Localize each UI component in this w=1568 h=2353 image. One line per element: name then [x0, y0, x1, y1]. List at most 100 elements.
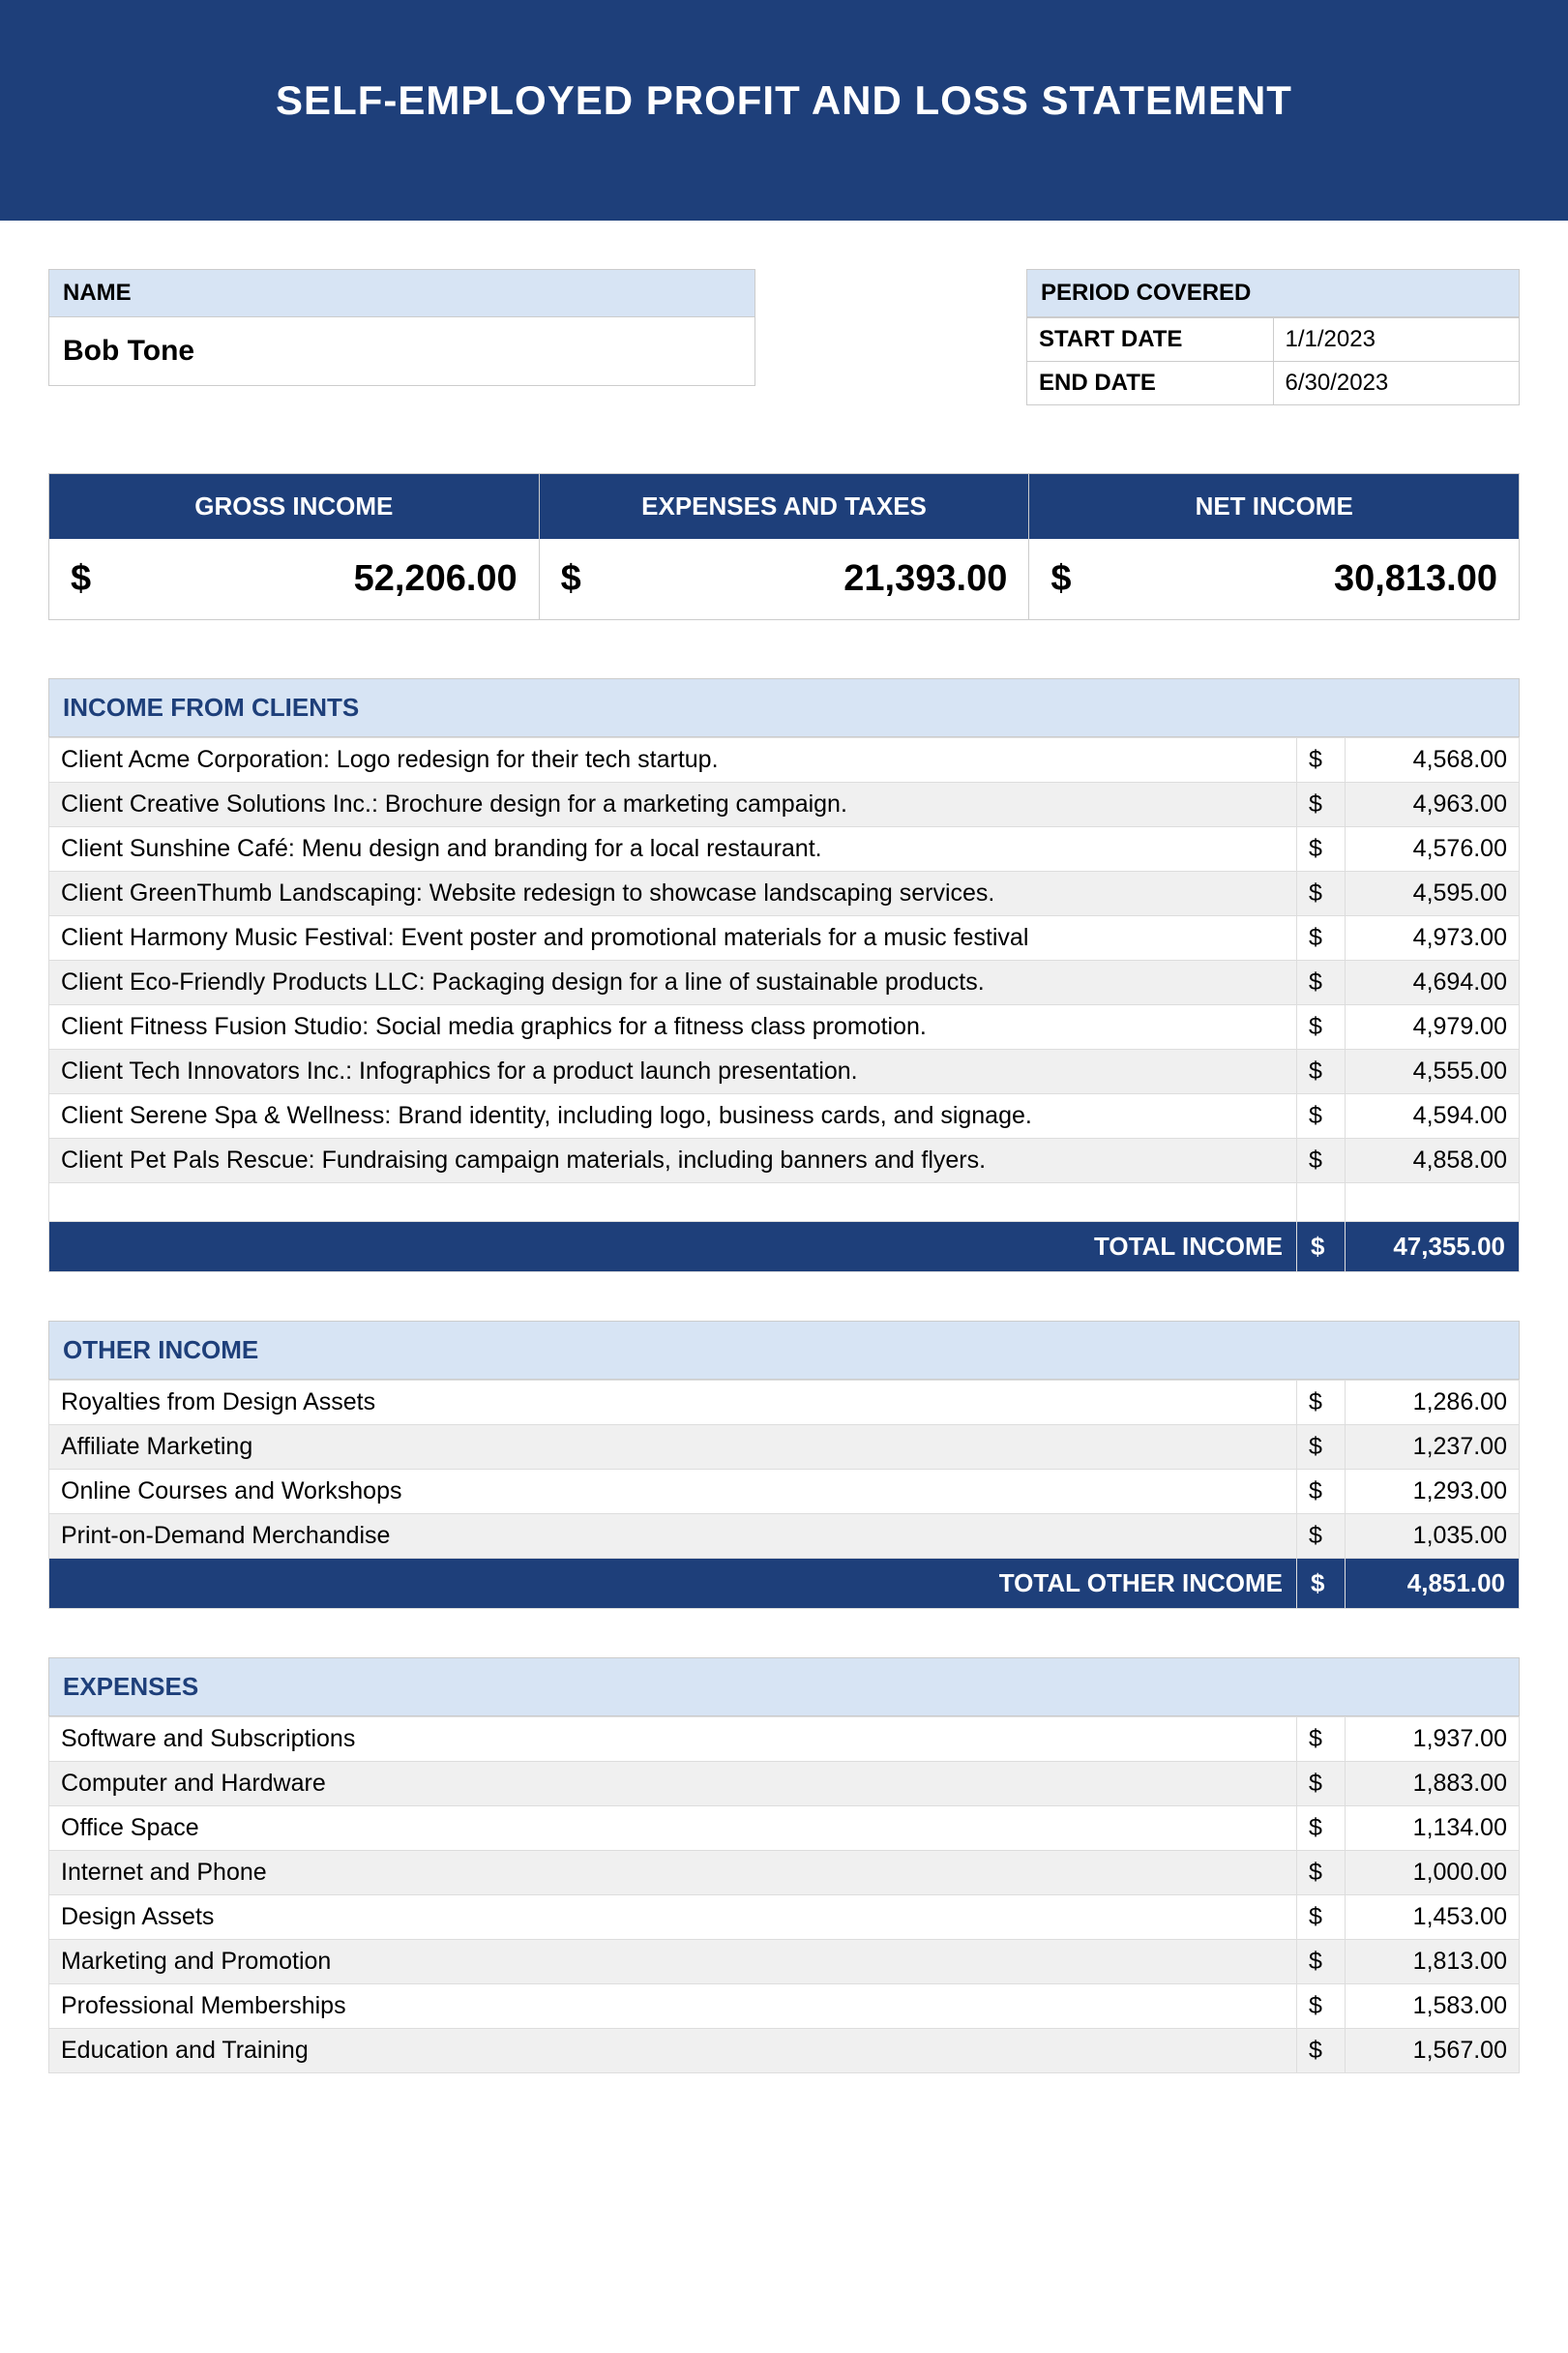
table-row: Client Fitness Fusion Studio: Social med… [49, 1005, 1520, 1050]
row-description: Client Harmony Music Festival: Event pos… [49, 916, 1297, 961]
table-row: Client Sunshine Café: Menu design and br… [49, 827, 1520, 872]
currency-symbol: $ [1297, 1050, 1346, 1094]
gross-income-label: GROSS INCOME [49, 474, 539, 539]
currency-symbol: $ [1297, 1094, 1346, 1139]
row-description: Professional Memberships [49, 1984, 1297, 2029]
row-description: Print-on-Demand Merchandise [49, 1514, 1297, 1559]
row-amount: 4,576.00 [1346, 827, 1520, 872]
currency-symbol: $ [1297, 1559, 1346, 1609]
currency-symbol: $ [1297, 2029, 1346, 2073]
currency-symbol: $ [1297, 1514, 1346, 1559]
currency-symbol: $ [1050, 558, 1071, 600]
expenses-header: EXPENSES [48, 1657, 1520, 1716]
row-amount: 1,453.00 [1346, 1895, 1520, 1940]
row-description: Client Pet Pals Rescue: Fundraising camp… [49, 1139, 1297, 1183]
row-amount: 1,035.00 [1346, 1514, 1520, 1559]
row-amount: 4,858.00 [1346, 1139, 1520, 1183]
gross-income-value: 52,206.00 [354, 558, 518, 600]
start-date-label: START DATE [1027, 318, 1274, 362]
table-row: Client Acme Corporation: Logo redesign f… [49, 738, 1520, 783]
row-description: Royalties from Design Assets [49, 1381, 1297, 1425]
table-row: Marketing and Promotion$1,813.00 [49, 1940, 1520, 1984]
period-header: PERIOD COVERED [1026, 269, 1520, 317]
period-box: PERIOD COVERED START DATE 1/1/2023 END D… [1026, 269, 1520, 405]
table-row: Professional Memberships$1,583.00 [49, 1984, 1520, 2029]
row-amount: 4,979.00 [1346, 1005, 1520, 1050]
currency-symbol: $ [1297, 1984, 1346, 2029]
currency-symbol: $ [1297, 783, 1346, 827]
table-row: Online Courses and Workshops$1,293.00 [49, 1470, 1520, 1514]
income-clients-section: INCOME FROM CLIENTS Client Acme Corporat… [48, 678, 1520, 1272]
row-amount: 1,813.00 [1346, 1940, 1520, 1984]
table-row: Client Harmony Music Festival: Event pos… [49, 916, 1520, 961]
row-description: Client Sunshine Café: Menu design and br… [49, 827, 1297, 872]
total-value: 47,355.00 [1346, 1222, 1520, 1272]
name-box: NAME Bob Tone [48, 269, 755, 405]
row-description: Design Assets [49, 1895, 1297, 1940]
total-row: TOTAL OTHER INCOME$4,851.00 [49, 1559, 1520, 1609]
currency-symbol: $ [1297, 1717, 1346, 1762]
row-amount: 1,237.00 [1346, 1425, 1520, 1470]
row-amount: 1,134.00 [1346, 1806, 1520, 1851]
table-row: Client Tech Innovators Inc.: Infographic… [49, 1050, 1520, 1094]
table-row: Design Assets$1,453.00 [49, 1895, 1520, 1940]
net-income-label: NET INCOME [1029, 474, 1519, 539]
total-value: 4,851.00 [1346, 1559, 1520, 1609]
name-header: NAME [48, 269, 755, 317]
currency-symbol: $ [71, 558, 91, 600]
row-description: Client Tech Innovators Inc.: Infographic… [49, 1050, 1297, 1094]
currency-symbol: $ [1297, 1381, 1346, 1425]
table-row: Client Serene Spa & Wellness: Brand iden… [49, 1094, 1520, 1139]
row-description: Computer and Hardware [49, 1762, 1297, 1806]
table-row: Client Creative Solutions Inc.: Brochure… [49, 783, 1520, 827]
row-description: Client Serene Spa & Wellness: Brand iden… [49, 1094, 1297, 1139]
expenses-taxes-label: EXPENSES AND TAXES [540, 474, 1029, 539]
row-amount: 4,694.00 [1346, 961, 1520, 1005]
total-label: TOTAL INCOME [49, 1222, 1297, 1272]
currency-symbol: $ [1297, 1222, 1346, 1272]
row-amount: 4,595.00 [1346, 872, 1520, 916]
currency-symbol: $ [561, 558, 581, 600]
row-amount: 4,555.00 [1346, 1050, 1520, 1094]
row-amount: 4,963.00 [1346, 783, 1520, 827]
row-amount: 4,973.00 [1346, 916, 1520, 961]
row-amount: 4,568.00 [1346, 738, 1520, 783]
currency-symbol: $ [1297, 1762, 1346, 1806]
currency-symbol: $ [1297, 1005, 1346, 1050]
row-description: Client Creative Solutions Inc.: Brochure… [49, 783, 1297, 827]
row-amount: 1,937.00 [1346, 1717, 1520, 1762]
table-row: Royalties from Design Assets$1,286.00 [49, 1381, 1520, 1425]
table-row: Computer and Hardware$1,883.00 [49, 1762, 1520, 1806]
currency-symbol: $ [1297, 1806, 1346, 1851]
total-label: TOTAL OTHER INCOME [49, 1559, 1297, 1609]
table-row: Software and Subscriptions$1,937.00 [49, 1717, 1520, 1762]
row-description: Online Courses and Workshops [49, 1470, 1297, 1514]
table-row: Print-on-Demand Merchandise$1,035.00 [49, 1514, 1520, 1559]
currency-symbol: $ [1297, 738, 1346, 783]
row-description: Education and Training [49, 2029, 1297, 2073]
row-description: Client Acme Corporation: Logo redesign f… [49, 738, 1297, 783]
row-amount: 1,286.00 [1346, 1381, 1520, 1425]
row-amount: 1,567.00 [1346, 2029, 1520, 2073]
row-description: Client Fitness Fusion Studio: Social med… [49, 1005, 1297, 1050]
expenses-taxes-value: 21,393.00 [843, 558, 1007, 600]
row-amount: 1,883.00 [1346, 1762, 1520, 1806]
currency-symbol: $ [1297, 916, 1346, 961]
row-amount: 1,583.00 [1346, 1984, 1520, 2029]
currency-symbol: $ [1297, 1895, 1346, 1940]
net-income-value: 30,813.00 [1334, 558, 1497, 600]
currency-symbol: $ [1297, 1139, 1346, 1183]
table-row: Education and Training$1,567.00 [49, 2029, 1520, 2073]
table-row: Client Pet Pals Rescue: Fundraising camp… [49, 1139, 1520, 1183]
other-income-section: OTHER INCOME Royalties from Design Asset… [48, 1321, 1520, 1609]
currency-symbol: $ [1297, 1940, 1346, 1984]
income-clients-header: INCOME FROM CLIENTS [48, 678, 1520, 737]
currency-symbol: $ [1297, 872, 1346, 916]
other-income-header: OTHER INCOME [48, 1321, 1520, 1380]
currency-symbol: $ [1297, 1851, 1346, 1895]
row-description: Marketing and Promotion [49, 1940, 1297, 1984]
start-date-value: 1/1/2023 [1273, 318, 1520, 362]
total-row: TOTAL INCOME$47,355.00 [49, 1222, 1520, 1272]
table-row: Client GreenThumb Landscaping: Website r… [49, 872, 1520, 916]
table-row: Office Space$1,134.00 [49, 1806, 1520, 1851]
